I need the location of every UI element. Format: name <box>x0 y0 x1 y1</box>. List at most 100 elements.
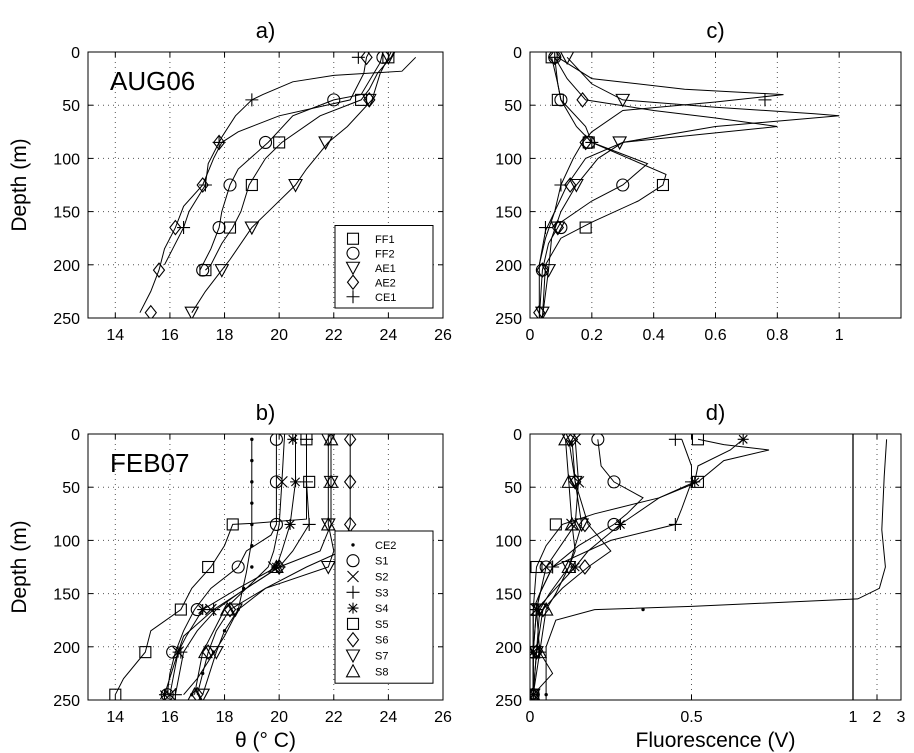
data-point <box>530 686 540 700</box>
series-line <box>532 438 744 695</box>
data-point <box>177 221 191 235</box>
legend-marker <box>351 543 355 547</box>
data-point <box>245 93 259 107</box>
x-tick-label: 0.2 <box>581 327 603 344</box>
y-tick-label: 100 <box>495 151 522 168</box>
data-point <box>641 607 645 612</box>
data-point <box>554 178 568 192</box>
y-tick-label: 50 <box>504 480 522 497</box>
data-point <box>551 93 564 106</box>
x-tick-label: 0.8 <box>766 327 788 344</box>
y-tick-label: 200 <box>53 258 80 275</box>
data-point <box>168 688 182 700</box>
x-axis-label: θ (° C) <box>235 729 296 752</box>
series-line <box>194 434 332 695</box>
y-tick-label: 50 <box>62 480 80 497</box>
data-point <box>558 434 573 446</box>
data-point <box>197 644 213 659</box>
data-point <box>363 91 376 108</box>
x-tick-label: 0.4 <box>643 327 665 344</box>
data-point <box>258 135 273 149</box>
legend-marker <box>346 290 360 304</box>
legend-box <box>334 225 434 309</box>
data-point <box>607 475 621 489</box>
series-s5 <box>109 434 316 700</box>
data-point <box>231 560 245 574</box>
y-tick-label: 250 <box>53 693 80 710</box>
y-tick-label: 250 <box>495 311 522 328</box>
inset-label: AUG06 <box>110 66 195 96</box>
legend-label: CE1 <box>375 292 396 304</box>
data-point <box>208 646 224 660</box>
data-point <box>223 178 237 192</box>
panel-label: c) <box>706 18 724 43</box>
data-point <box>144 304 158 318</box>
data-point <box>568 178 584 193</box>
data-point <box>284 518 296 530</box>
x-tick-label: 24 <box>379 709 397 726</box>
y-tick-label: 100 <box>53 151 80 168</box>
series-s7 <box>195 434 339 700</box>
data-point <box>561 474 577 488</box>
data-point <box>250 437 254 442</box>
data-point <box>321 434 336 447</box>
x-tick-label: 26 <box>434 709 452 726</box>
data-point <box>302 517 316 531</box>
legend-marker <box>347 602 359 614</box>
data-point <box>212 221 226 235</box>
data-point <box>548 52 562 64</box>
y-tick-label: 50 <box>62 98 80 115</box>
data-point <box>327 93 341 107</box>
x-tick-label: 18 <box>216 327 234 344</box>
data-point <box>564 516 580 531</box>
data-point <box>569 561 581 573</box>
y-tick-label: 150 <box>495 205 522 222</box>
axes-frame <box>529 433 902 701</box>
data-point <box>300 434 313 446</box>
legend-marker <box>345 663 361 678</box>
x-tick-label: 16 <box>161 327 179 344</box>
y-axis-label: Depth (m) <box>8 520 31 613</box>
legend-marker <box>346 554 360 568</box>
series-line <box>538 57 778 318</box>
data-point <box>245 178 258 192</box>
data-point <box>541 264 556 278</box>
data-point <box>184 306 200 318</box>
data-point <box>532 644 548 659</box>
data-point <box>591 434 605 446</box>
data-point <box>275 475 288 488</box>
data-point <box>530 560 543 574</box>
legend-label: FF2 <box>375 248 395 260</box>
series-line <box>199 52 384 271</box>
data-point <box>544 692 548 697</box>
y-tick-label: 50 <box>504 98 522 115</box>
y-tick-label: 0 <box>71 45 80 62</box>
data-point <box>198 178 212 192</box>
legend-marker <box>346 246 360 260</box>
data-point <box>549 518 562 531</box>
y-tick-label: 100 <box>53 533 80 550</box>
legend-label: S6 <box>375 635 388 647</box>
legend-marker <box>345 261 361 276</box>
data-point <box>196 177 209 193</box>
legend-label: S1 <box>375 556 388 568</box>
data-point <box>737 434 749 445</box>
data-point <box>579 134 592 151</box>
inset-label: FEB07 <box>110 448 190 478</box>
panel-label: b) <box>256 400 276 425</box>
series-diamond <box>533 52 778 318</box>
data-point <box>172 646 184 658</box>
series-line <box>538 57 649 318</box>
axes-frame <box>87 433 444 701</box>
legend-marker <box>346 232 360 245</box>
data-point <box>323 434 339 446</box>
series-line <box>164 434 296 695</box>
panel-b: b) 0 50 100 150 200 250 14 16 18 20 22 24 26 Depth (m)… <box>8 400 452 752</box>
series-s8 <box>530 434 580 700</box>
legend-label: S8 <box>375 666 388 678</box>
data-point <box>612 136 628 151</box>
data-point <box>615 93 631 108</box>
data-point <box>668 517 682 531</box>
y-tick-label: 0 <box>513 427 522 444</box>
